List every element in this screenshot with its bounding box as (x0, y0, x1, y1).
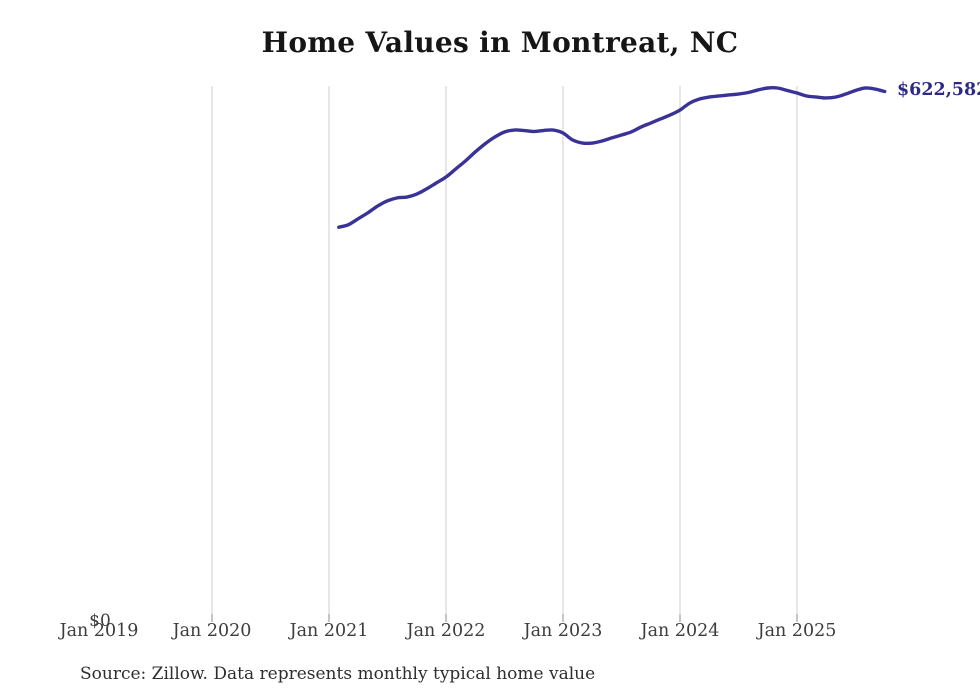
x-axis-label-jan-2023: Jan 2023 (523, 621, 603, 641)
home-value-line-series (337, 86, 887, 229)
y-axis-zero-label: $0 (89, 611, 111, 631)
x-axis-label-jan-2022: Jan 2022 (406, 621, 486, 641)
x-axis-label-jan-2024: Jan 2024 (640, 621, 720, 641)
x-axis-label-jan-2025: Jan 2025 (757, 621, 837, 641)
year-gridlines (211, 86, 798, 614)
x-axis-tick-marks (211, 614, 798, 622)
source-note: Source: Zillow. Data represents monthly … (80, 664, 596, 684)
latest-value-label: $622,582 (897, 80, 980, 100)
x-axis-label-jan-2021: Jan 2021 (289, 621, 369, 641)
chart-title: Home Values in Montreat, NC (261, 26, 739, 59)
x-axis-label-jan-2020: Jan 2020 (172, 621, 252, 641)
x-axis-label-jan-2019: Jan 2019 (59, 621, 139, 641)
